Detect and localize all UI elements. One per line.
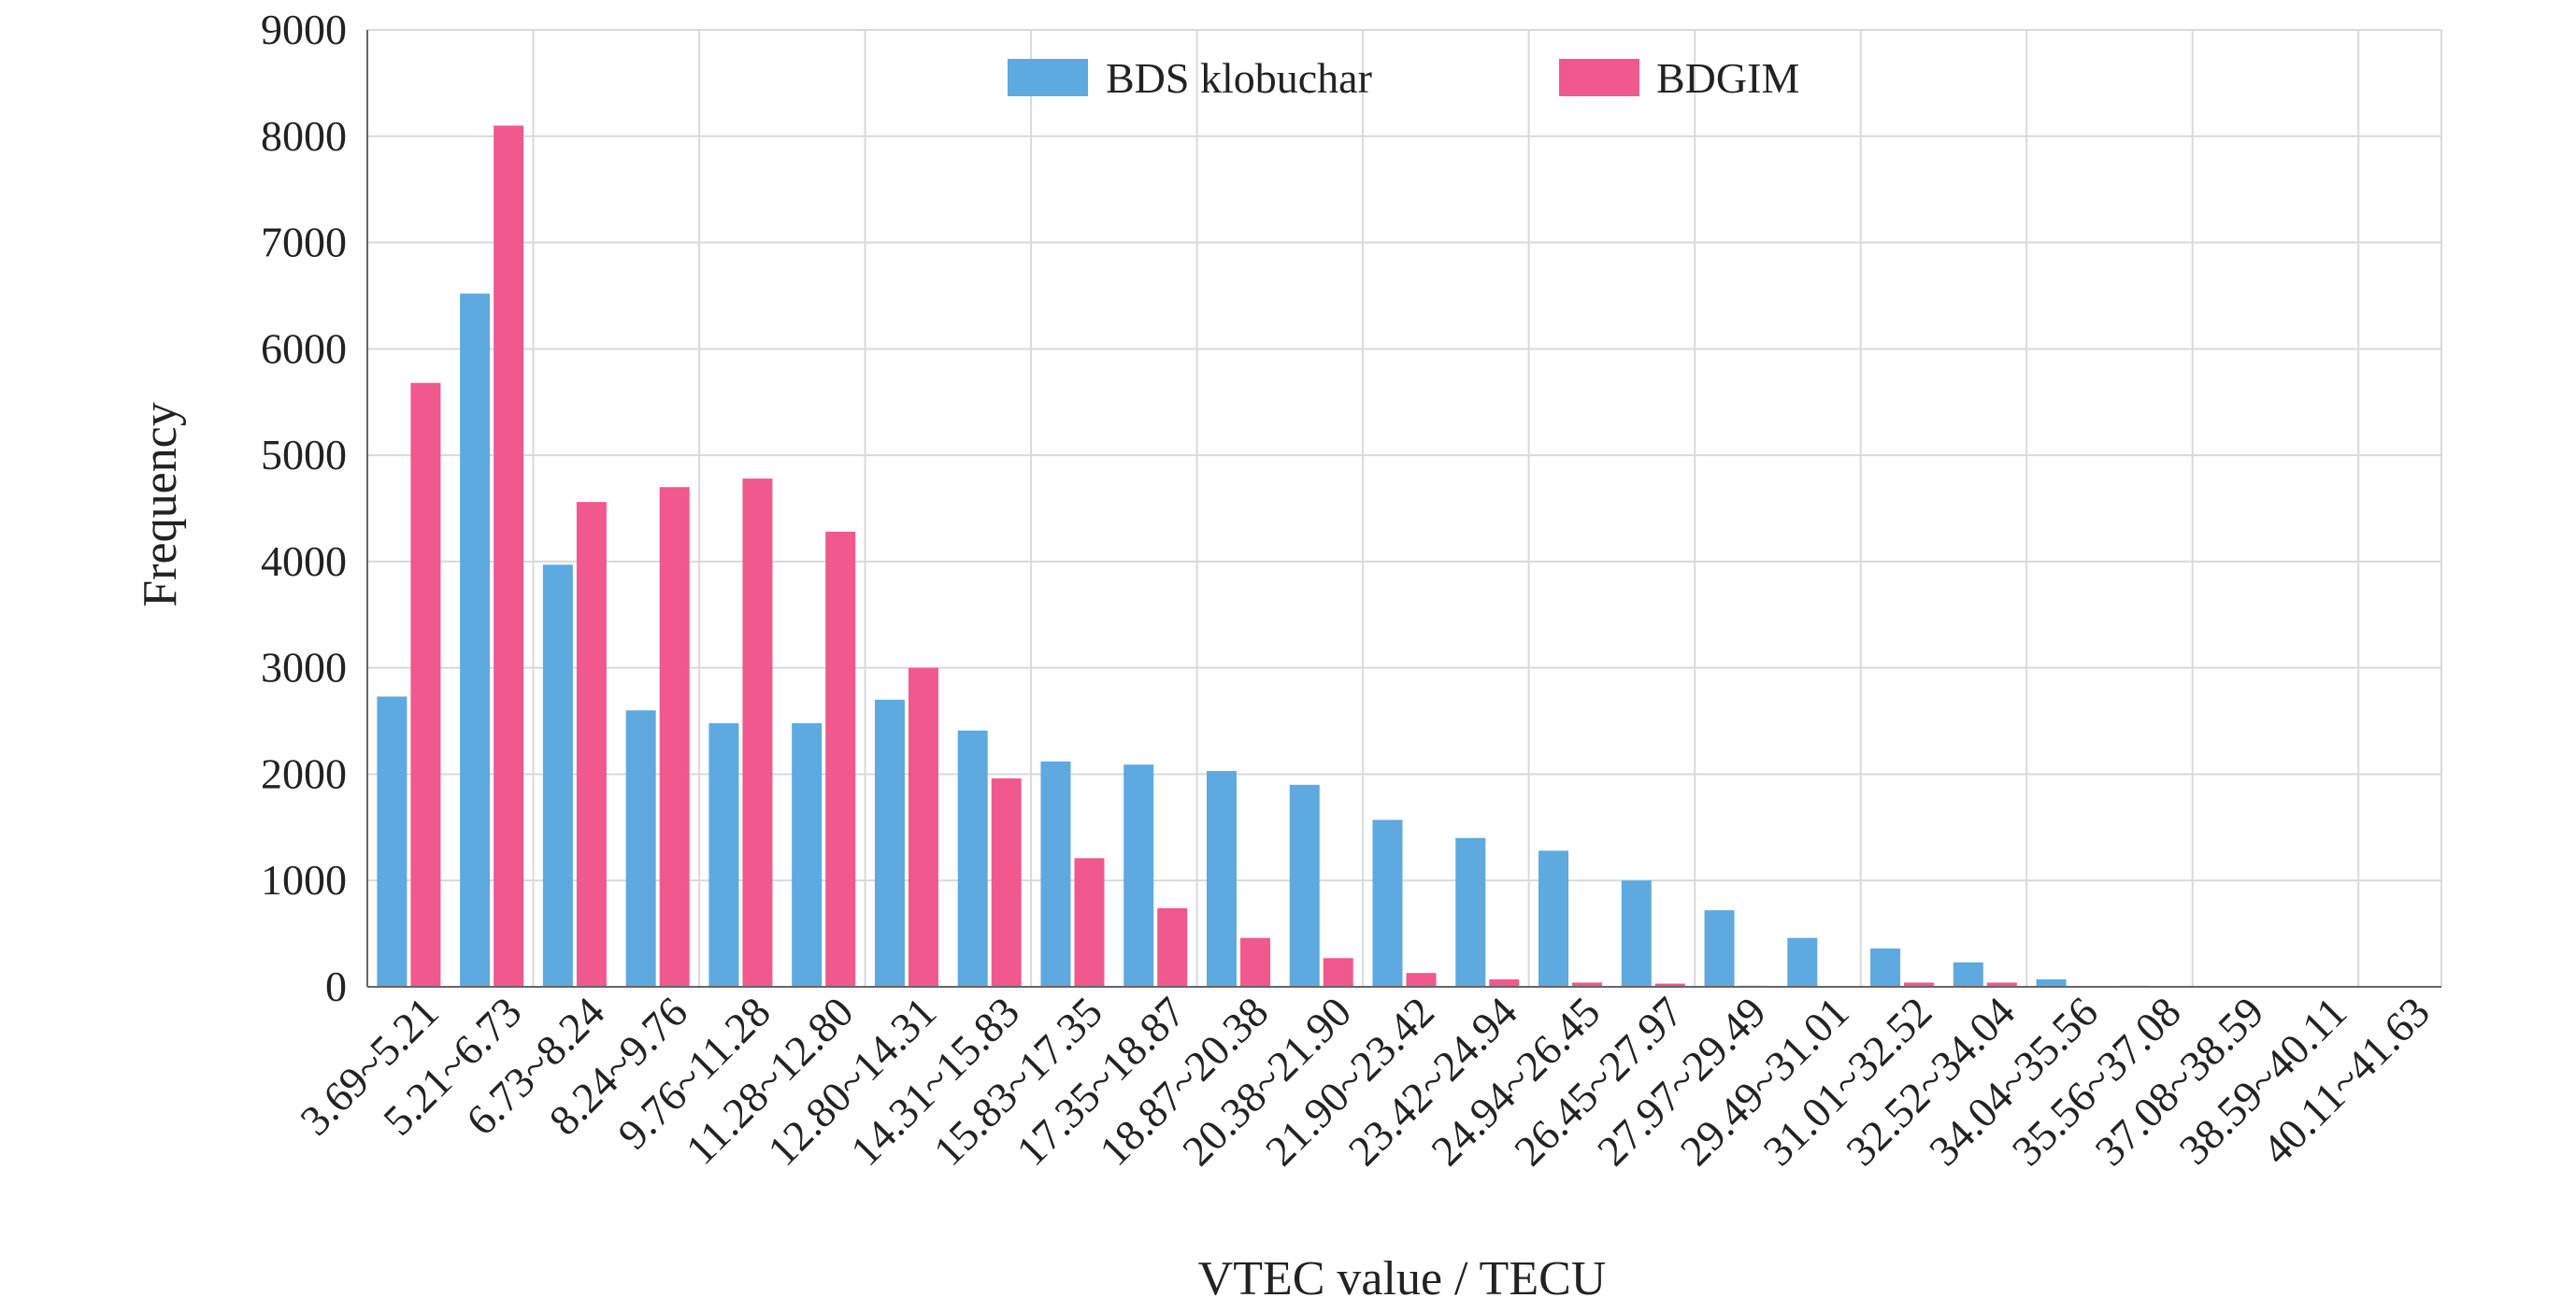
- bar-bdgim: [1986, 982, 2017, 987]
- bar-bds-klobuchar: [1040, 761, 1071, 987]
- bar-bdgim: [1323, 958, 1353, 987]
- bar-bdgim: [576, 502, 607, 987]
- bars: [377, 125, 2150, 988]
- grid-lines: [366, 29, 2442, 988]
- y-tick-label: 7000: [261, 219, 347, 266]
- bar-bds-klobuchar: [874, 699, 905, 987]
- y-tick-label: 9000: [261, 6, 347, 53]
- bar-bdgim: [1239, 937, 1270, 987]
- bar-bds-klobuchar: [1372, 820, 1403, 987]
- bar-bdgim: [908, 667, 938, 987]
- y-tick-label: 2000: [261, 749, 347, 797]
- bar-bds-klobuchar: [1538, 850, 1569, 987]
- bar-bdgim: [1572, 982, 1603, 987]
- bar-bdgim: [494, 125, 524, 987]
- bar-bds-klobuchar: [1206, 771, 1237, 987]
- bar-bds-klobuchar: [2036, 979, 2067, 987]
- bar-bdgim: [1406, 973, 1437, 987]
- bar-bdgim: [1074, 858, 1105, 987]
- y-tick-label: 3000: [261, 644, 347, 692]
- bar-bdgim: [1654, 983, 1685, 987]
- y-tick-label: 4000: [261, 537, 347, 585]
- bar-bdgim: [1157, 907, 1188, 987]
- x-axis-title: VTEC value / TECU: [1198, 1252, 1607, 1298]
- bar-bds-klobuchar: [957, 730, 988, 987]
- bar-bds-klobuchar: [542, 564, 573, 987]
- y-axis-title: Frequency: [134, 402, 187, 606]
- bar-bdgim: [410, 382, 441, 988]
- bar-bds-klobuchar: [1455, 837, 1486, 987]
- bar-bds-klobuchar: [1787, 937, 1818, 987]
- bar-bds-klobuchar: [1870, 949, 1901, 987]
- bar-bds-klobuchar: [708, 722, 739, 987]
- bar-bds-klobuchar: [1704, 910, 1735, 987]
- bar-bdgim: [991, 777, 1022, 987]
- legend-swatch-bds-klobuchar: [1008, 59, 1088, 96]
- legend-swatch-bdgim: [1559, 59, 1639, 96]
- bar-bds-klobuchar: [1621, 880, 1652, 987]
- bar-bds-klobuchar: [377, 696, 408, 987]
- bar-bdgim: [825, 532, 856, 987]
- legend-label-bdgim: BDGIM: [1656, 54, 1799, 102]
- bar-bds-klobuchar: [1123, 764, 1154, 987]
- bar-bdgim: [1904, 982, 1935, 987]
- bar-bdgim: [1489, 979, 1520, 987]
- y-tick-label: 5000: [261, 431, 347, 478]
- bar-bds-klobuchar: [792, 722, 823, 987]
- bar-bds-klobuchar: [1289, 784, 1320, 987]
- legend: BDS klobuchar BDGIM: [1008, 54, 1799, 102]
- y-tick-label: 6000: [261, 324, 347, 372]
- y-tick-label: 1000: [261, 856, 347, 904]
- bar-bdgim: [742, 478, 773, 987]
- y-tick-label: 0: [325, 963, 347, 1010]
- bar-bds-klobuchar: [625, 710, 656, 987]
- bar-bds-klobuchar: [1953, 962, 1983, 987]
- y-tick-label: 8000: [261, 112, 347, 160]
- bar-bds-klobuchar: [460, 293, 491, 987]
- bar-bdgim: [659, 487, 690, 987]
- legend-label-bds-klobuchar: BDS klobuchar: [1106, 54, 1372, 102]
